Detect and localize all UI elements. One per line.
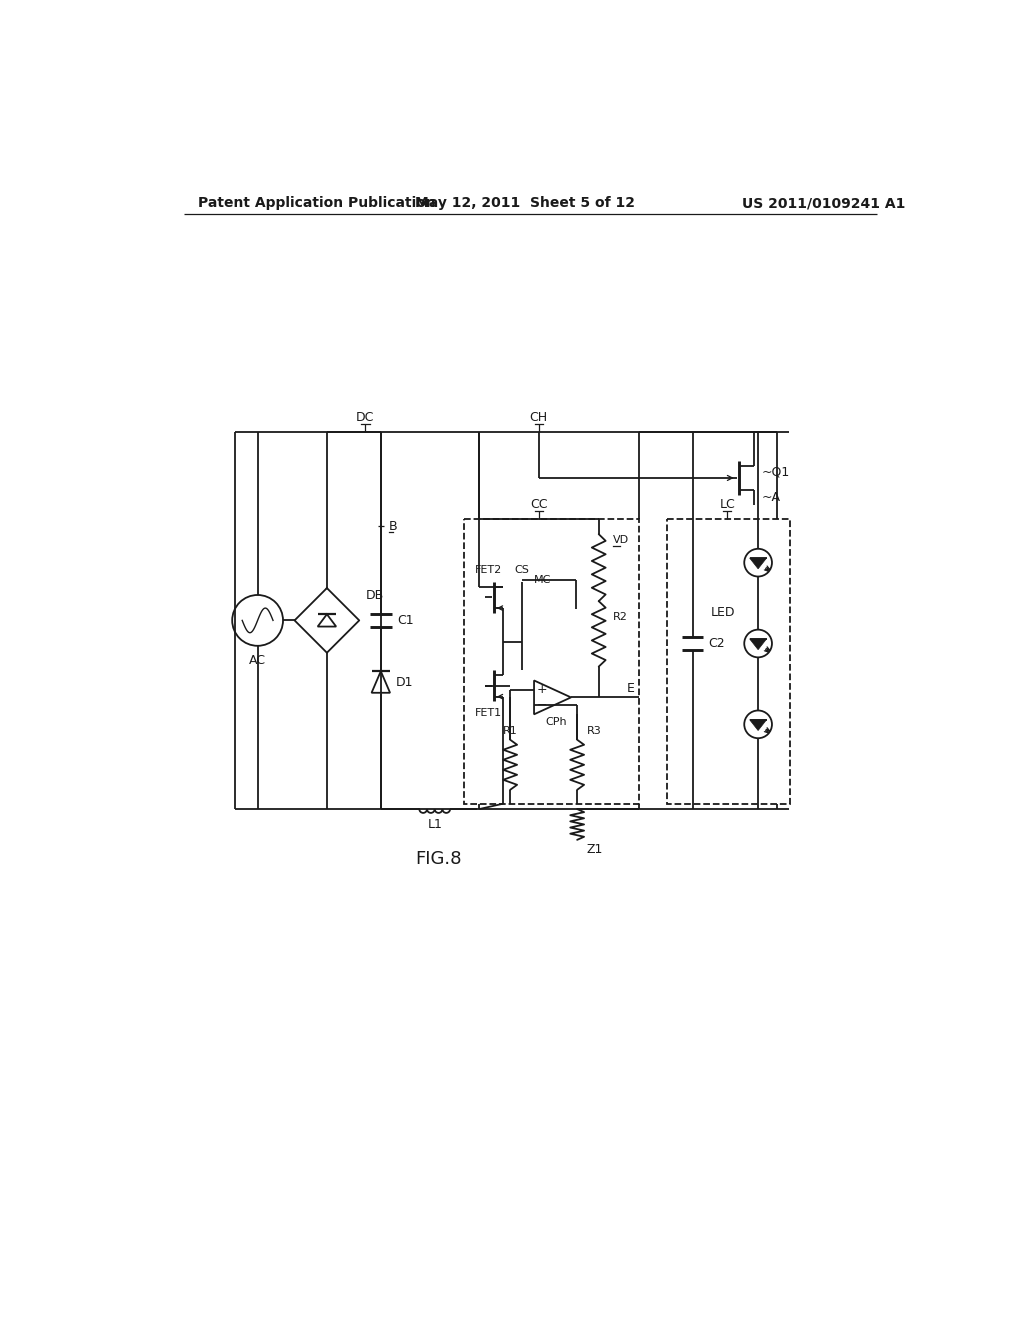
Text: LC: LC [720,499,735,511]
Text: US 2011/0109241 A1: US 2011/0109241 A1 [741,197,905,210]
Text: C2: C2 [708,638,725,649]
Text: Z1: Z1 [587,842,603,855]
Text: DB: DB [366,589,384,602]
Text: R1: R1 [503,726,517,735]
Text: C1: C1 [397,614,415,627]
Text: MC: MC [534,576,551,585]
Text: −: − [537,698,547,711]
Text: FET1: FET1 [475,708,502,718]
Text: B: B [388,520,397,533]
Text: R3: R3 [587,726,601,735]
Text: +: + [537,684,547,696]
Text: CC: CC [529,499,548,511]
Text: ~A: ~A [762,491,781,504]
Text: L1: L1 [427,818,442,832]
Text: CS: CS [514,565,529,576]
Text: May 12, 2011  Sheet 5 of 12: May 12, 2011 Sheet 5 of 12 [415,197,635,210]
Polygon shape [750,558,767,569]
Text: FIG.8: FIG.8 [416,850,462,869]
Text: CH: CH [529,412,548,425]
Text: DC: DC [356,412,375,425]
Text: FET2: FET2 [475,565,502,576]
Text: ~Q1: ~Q1 [762,465,791,478]
Polygon shape [750,719,767,730]
Text: R2: R2 [612,611,628,622]
Text: D1: D1 [396,676,414,689]
Text: CPh: CPh [546,717,567,727]
Polygon shape [750,639,767,649]
Bar [464,519,639,804]
Text: VD: VD [612,536,629,545]
Text: E: E [627,681,635,694]
Text: Patent Application Publication: Patent Application Publication [199,197,436,210]
Bar [668,519,791,804]
Text: AC: AC [249,653,266,667]
Text: LED: LED [712,606,735,619]
